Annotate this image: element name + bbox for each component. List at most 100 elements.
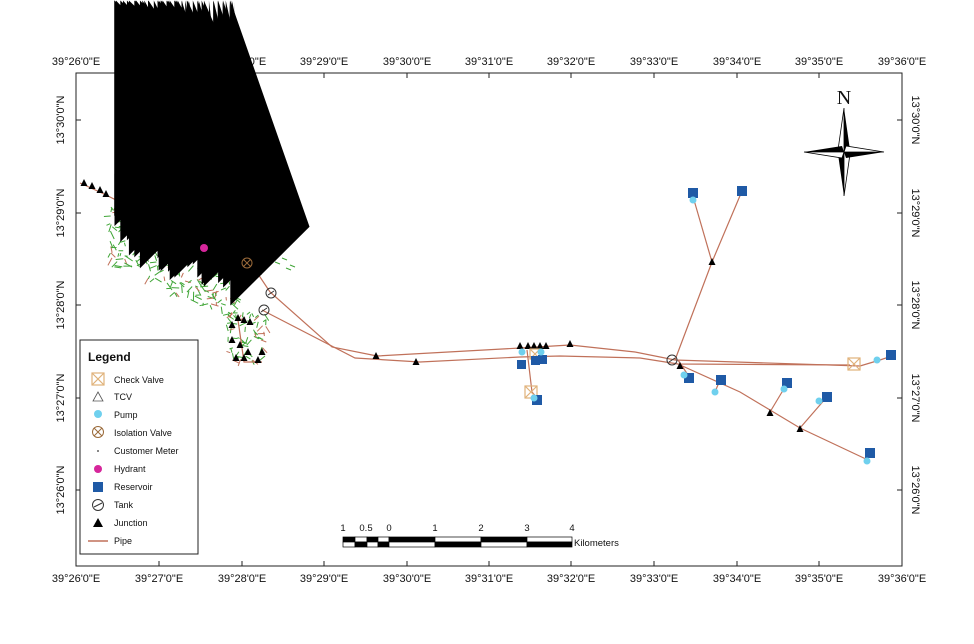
network-segment [123,242,126,247]
network-segment [174,292,178,298]
network-segment [254,333,257,338]
isolation-valve-layer [241,257,253,269]
scale-bar-label: 1 [432,523,437,534]
network-segment [115,258,124,260]
network-segment [260,339,267,343]
north-arrow-label: N [837,87,851,109]
network-segment [274,261,281,265]
pump-icon [537,348,545,356]
tank-icon-mark [267,290,275,296]
network-segment [154,270,162,276]
scale-bar-unit: Kilometers [574,538,619,549]
network-segment [262,347,268,354]
network-segment [180,281,185,286]
scale-bar-segment [526,541,573,548]
network-segment [154,277,162,283]
network-segment [214,292,217,296]
network-segment [190,299,199,304]
north-arrow-n-dark [844,108,850,152]
network-segment [246,311,251,315]
legend-box [79,339,199,555]
reservoir-icon [688,188,698,198]
junction-icon [566,340,574,347]
legend-item-tank: Tank [92,499,134,511]
junction-icon [228,336,236,343]
tank-icon-mark [93,502,103,508]
junction-icon [516,342,524,349]
junction-icon [676,362,684,369]
bottom-longitude-labels: 39°26'0"E 39°27'0"E 39°28'0"E 39°29'0"E 39°3… [52,573,926,585]
network-segment [235,337,240,340]
network-segment [111,226,118,231]
network-segment [236,355,244,359]
isolation-valve-icon-x [93,427,103,437]
check-valve-icon-x [91,372,105,386]
legend-item-check-valve: Check Valve [91,372,164,386]
network-segment [220,287,227,291]
junction-icon [530,342,538,349]
reservoir-icon [886,350,896,360]
legend-label-hydrant: Hydrant [114,464,146,474]
isolation-valve-icon-x2 [243,259,251,267]
pump-icon [530,394,538,402]
junction-icon [240,354,248,361]
network-segment [232,304,239,310]
network-segment [186,290,190,298]
scale-bar-segment [366,541,379,548]
network-segment [154,255,158,261]
network-segment [210,303,219,307]
network-segment [245,355,251,360]
junction-icon [412,358,420,365]
isolation-valve-icon [241,257,253,269]
network-segment [144,278,149,285]
network-segment [169,291,175,297]
network-segment [119,252,122,257]
network-segment [125,255,133,262]
network-segment [229,312,233,319]
network-segment [257,336,264,340]
network-segment [248,314,252,319]
junction-icon [536,342,544,349]
latitude-label: 13°30'0"N [909,96,921,145]
legend-label-customer-meter: Customer Meter [114,446,179,456]
network-segment [281,257,288,261]
scale-bar-segment [388,541,436,548]
reservoir-icon [684,373,694,383]
isolation-valve-icon [92,426,104,438]
network-segment [107,252,111,258]
longitude-label: 39°32'0"E [547,573,595,585]
left-latitude-labels: 13°30'0"N 13°29'0"N 13°28'0"N 13°27'0"N 13°2… [55,95,67,514]
network-segment [199,284,206,293]
legend: Legend Check Valve TCV Pump Isolation Va… [79,339,199,555]
network-segment [114,264,123,268]
junction-icon [258,348,266,355]
network-segment [175,292,180,298]
network-segment [135,259,140,268]
pump-icon [873,356,881,364]
legend-label-pipe: Pipe [114,536,132,546]
network-segment [108,224,112,233]
longitude-label: 39°36'0"E [878,573,926,585]
network-segment [149,265,157,269]
legend-label-check-valve: Check Valve [114,375,164,385]
network-segment [206,297,214,300]
junction-icon [232,354,240,361]
network-segment [109,230,115,240]
network-segment [166,282,173,291]
latitude-label: 13°26'0"N [55,465,67,514]
legend-label-tcv: TCV [114,392,132,402]
network-segment [110,252,116,258]
pump-icon [711,388,719,396]
tcv-icon [92,391,104,402]
longitude-label: 39°32'0"E [547,56,595,68]
reservoir-icon [716,375,726,385]
check-valve-icon [847,357,861,371]
network-segment [184,280,191,284]
junction-icon [542,342,550,349]
network-segment [256,321,259,328]
network-segment [163,276,166,282]
network-segment [170,280,177,285]
reservoir-icon [782,378,792,388]
latitude-label: 13°29'0"N [909,189,921,238]
network-segment [252,321,256,324]
